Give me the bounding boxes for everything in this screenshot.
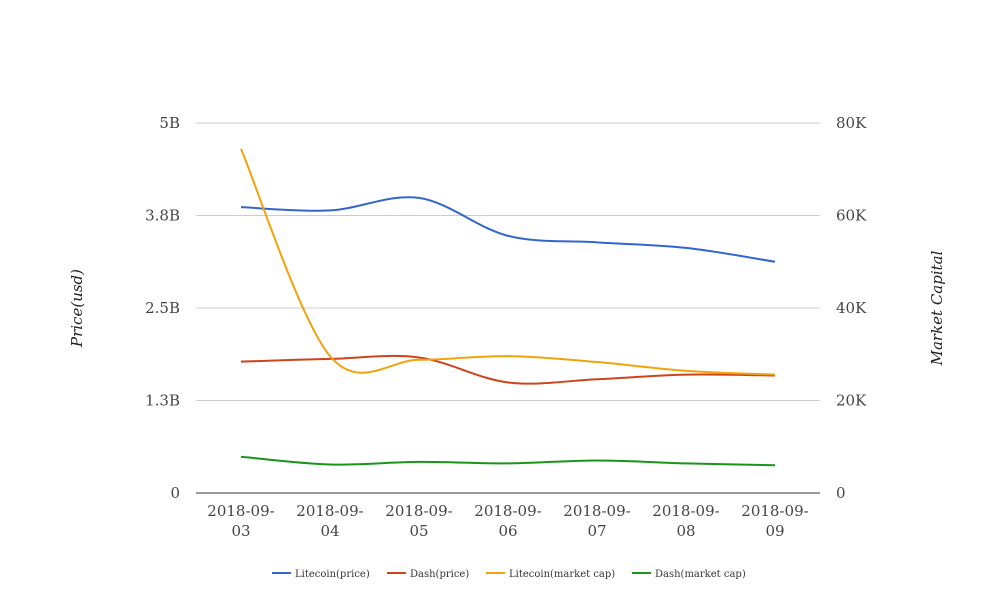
series-line-dash-price — [240, 354, 776, 385]
legend-item-litecoin-market-cap: Litecoin(market cap) — [486, 569, 615, 580]
x-axis-ticks: 2018-09-03 2018-09-04 2018-09-05 2018-09-06… — [207, 502, 808, 540]
series-line-litecoin-market-cap — [240, 148, 776, 376]
legend-item-litecoin-price: Litecoin(price) — [272, 569, 370, 580]
right-axis-title: Market Capital — [928, 250, 946, 366]
left-tick-label: 3.8B — [145, 207, 180, 225]
left-tick-label: 0 — [170, 484, 180, 502]
legend-item-dash-price: Dash(price) — [387, 569, 469, 580]
x-tick-label: 2018-09-07 — [563, 502, 630, 540]
x-tick-label: 2018-09-03 — [207, 502, 274, 540]
legend-label: Litecoin(market cap) — [509, 569, 615, 580]
x-tick-label: 2018-09-09 — [741, 502, 808, 540]
right-axis-ticks: 0 20K 40K 60K 80K — [836, 114, 867, 502]
series-lines — [240, 148, 776, 467]
legend: Litecoin(price) Dash(price) Litecoin(marke… — [272, 569, 746, 580]
series-line-dash-market-cap — [240, 455, 776, 467]
right-tick-label: 0 — [836, 484, 846, 502]
grid-lines — [196, 122, 820, 494]
legend-item-dash-market-cap: Dash(market cap) — [632, 569, 746, 580]
legend-label: Dash(market cap) — [655, 569, 746, 580]
left-tick-label: 2.5B — [145, 299, 180, 317]
right-tick-label: 20K — [836, 392, 867, 410]
left-tick-label: 1.3B — [145, 392, 180, 410]
x-tick-label: 2018-09-08 — [652, 502, 719, 540]
legend-label: Litecoin(price) — [295, 569, 370, 580]
legend-label: Dash(price) — [410, 569, 469, 580]
x-tick-label: 2018-09-06 — [474, 502, 541, 540]
left-axis-title: Price(usd) — [68, 269, 86, 348]
series-line-litecoin-price — [240, 196, 776, 263]
x-tick-label: 2018-09-04 — [296, 502, 363, 540]
left-axis-ticks: 0 1.3B 2.5B 3.8B 5B — [145, 114, 180, 502]
right-tick-label: 40K — [836, 299, 867, 317]
left-tick-label: 5B — [159, 114, 180, 132]
right-tick-label: 60K — [836, 207, 867, 225]
right-tick-label: 80K — [836, 114, 867, 132]
x-tick-label: 2018-09-05 — [385, 502, 452, 540]
